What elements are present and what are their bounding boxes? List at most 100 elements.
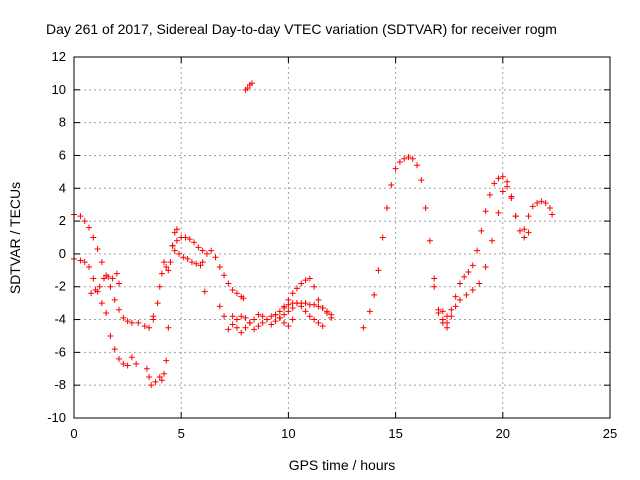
data-point	[167, 259, 174, 266]
data-point	[272, 318, 279, 325]
y-tick-label: -4	[54, 312, 66, 327]
data-point	[150, 313, 157, 320]
data-point	[165, 267, 172, 274]
series-track-e	[150, 226, 180, 320]
data-point	[86, 224, 93, 231]
data-point	[173, 226, 180, 233]
data-point	[302, 277, 309, 284]
data-layer	[71, 80, 556, 389]
data-point	[360, 324, 367, 331]
data-point	[474, 247, 481, 254]
data-point	[246, 319, 253, 326]
data-point	[315, 296, 322, 303]
x-tick-label: 0	[70, 426, 77, 441]
data-point	[405, 154, 412, 161]
data-point	[401, 155, 408, 162]
data-point	[281, 319, 288, 326]
series-track-p	[439, 173, 519, 320]
data-point	[173, 237, 180, 244]
data-point	[499, 188, 506, 195]
data-point	[549, 211, 556, 218]
data-point	[431, 275, 438, 282]
data-point	[311, 301, 318, 308]
data-point	[216, 264, 223, 271]
series-track-r	[201, 288, 208, 295]
data-point	[229, 321, 236, 328]
data-point	[306, 275, 313, 282]
y-tick-label: -2	[54, 279, 66, 294]
data-point	[384, 204, 391, 211]
y-axis-label: SDTVAR / TECUs	[7, 182, 23, 294]
y-tick-label: 12	[52, 49, 66, 64]
series-track-o	[431, 183, 532, 326]
data-point	[216, 303, 223, 310]
data-point	[272, 311, 279, 318]
data-point	[111, 296, 118, 303]
data-point	[504, 178, 511, 185]
data-point	[124, 318, 131, 325]
data-point	[152, 378, 159, 385]
data-point	[478, 227, 485, 234]
data-point	[281, 303, 288, 310]
data-point	[197, 262, 204, 269]
data-point	[77, 213, 84, 220]
data-point	[285, 323, 292, 330]
data-point	[98, 300, 105, 307]
data-point	[240, 295, 247, 302]
data-point	[90, 234, 97, 241]
data-point	[281, 311, 288, 318]
y-tick-label: 2	[59, 213, 66, 228]
data-point	[116, 355, 123, 362]
data-point	[489, 237, 496, 244]
data-point	[158, 270, 165, 277]
y-tick-label: 4	[59, 180, 66, 195]
data-point	[116, 280, 123, 287]
data-point	[124, 362, 131, 369]
data-point	[469, 287, 476, 294]
data-point	[392, 165, 399, 172]
data-point	[302, 300, 309, 307]
data-point	[499, 173, 506, 180]
data-point	[188, 259, 195, 266]
data-point	[276, 314, 283, 321]
data-point	[229, 287, 236, 294]
data-point	[242, 324, 249, 331]
data-point	[96, 283, 103, 290]
series-track-n	[360, 154, 451, 331]
data-point	[469, 262, 476, 269]
data-point	[375, 267, 382, 274]
data-point	[534, 200, 541, 207]
data-point	[163, 264, 170, 271]
data-point	[486, 191, 493, 198]
data-point	[107, 283, 114, 290]
x-tick-label: 5	[178, 426, 185, 441]
data-point	[103, 309, 110, 316]
y-tick-label: -6	[54, 344, 66, 359]
data-point	[276, 308, 283, 315]
data-point	[255, 311, 262, 318]
data-point	[409, 155, 416, 162]
data-point	[88, 290, 95, 297]
data-point	[107, 332, 114, 339]
series-track-g	[171, 247, 204, 269]
series-track-f	[169, 234, 206, 254]
data-point	[128, 354, 135, 361]
x-axis-label: GPS time / hours	[289, 457, 396, 473]
data-point	[444, 313, 451, 320]
data-point	[491, 180, 498, 187]
data-point	[81, 218, 88, 225]
data-point	[201, 288, 208, 295]
data-point	[148, 382, 155, 389]
data-point	[156, 373, 163, 380]
data-point	[169, 242, 176, 249]
data-point	[244, 85, 251, 92]
data-point	[143, 365, 150, 372]
data-point	[298, 280, 305, 287]
data-point	[233, 316, 240, 323]
data-point	[439, 316, 446, 323]
y-tick-label: -8	[54, 377, 66, 392]
data-point	[86, 264, 93, 271]
data-point	[161, 259, 168, 266]
data-point	[435, 306, 442, 313]
